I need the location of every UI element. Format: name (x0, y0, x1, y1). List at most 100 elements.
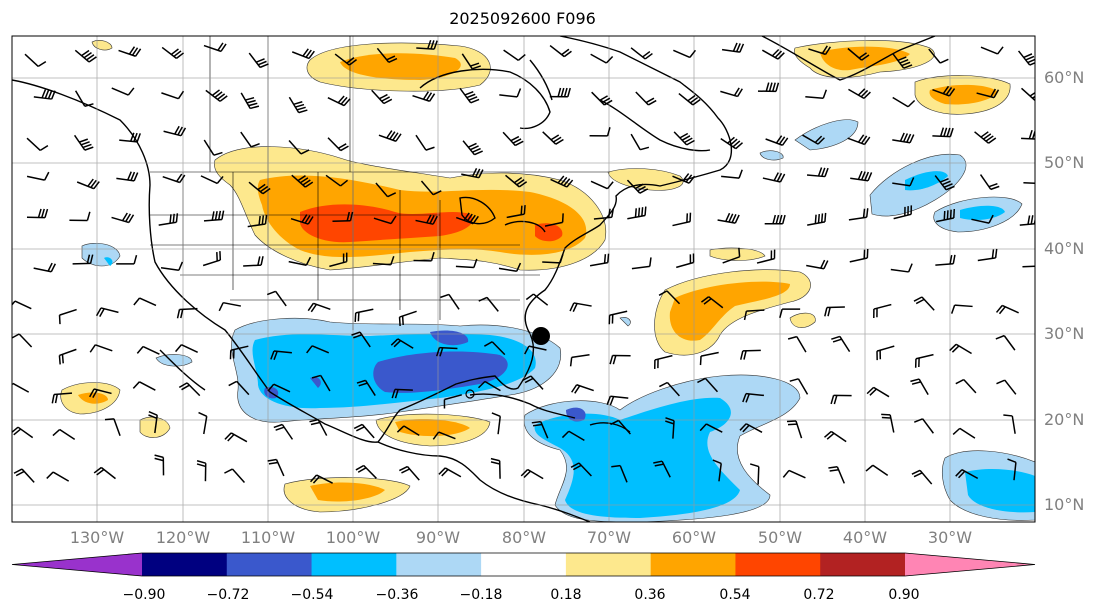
wind-barb (224, 468, 246, 483)
wind-barb (739, 423, 763, 434)
colorbar-min-arrow (12, 553, 142, 576)
wind-barb (376, 47, 398, 63)
wind-barb (848, 208, 869, 221)
wind-barb (116, 254, 138, 265)
wind-barb (609, 354, 631, 365)
wind-barb (1021, 87, 1035, 101)
wind-barb (310, 474, 333, 484)
small-circle-marker (465, 389, 475, 399)
wind-barb (58, 308, 77, 325)
wind-barb (118, 46, 142, 57)
wind-barb (823, 430, 847, 443)
wind-barb (477, 380, 501, 392)
wind-barb (779, 308, 801, 319)
colorbar-tick-label: −0.72 (206, 587, 250, 603)
wind-barb (591, 91, 613, 106)
wind-barb (1023, 181, 1035, 184)
wind-barb (478, 296, 499, 312)
wind-barb (789, 378, 809, 395)
wind-barb (848, 88, 871, 100)
wind-barb (46, 471, 70, 482)
wind-barb (676, 253, 695, 269)
wind-barb (505, 174, 528, 188)
wind-barb (786, 420, 803, 439)
colorbar-max-arrow (905, 553, 1035, 576)
wind-barb (949, 343, 972, 355)
wind-barb (627, 206, 647, 220)
wind-barb (490, 457, 501, 479)
colorbar-tick-label: 0.36 (634, 587, 666, 603)
wind-barb (549, 44, 572, 58)
wind-barb (161, 90, 185, 100)
colorbar-tick-label: −0.36 (375, 587, 419, 603)
wind-barb (761, 48, 785, 60)
wind-barb (542, 254, 564, 264)
wind-barb (461, 53, 482, 70)
gridlines (12, 36, 1035, 522)
wind-barb (288, 256, 312, 266)
wind-barb (440, 293, 460, 310)
wind-barb (33, 262, 56, 273)
wind-barb (892, 53, 913, 69)
wind-barb (626, 179, 649, 194)
wind-barb (174, 344, 198, 354)
lat-label-40n: 40°N (1044, 239, 1085, 258)
map-frame (11, 35, 1036, 523)
wind-barb (290, 214, 314, 225)
wind-barb (700, 296, 724, 309)
wind-barb (334, 53, 357, 66)
colorbar-segment (226, 553, 313, 576)
wind-barb (247, 214, 268, 228)
wind-barb (436, 346, 458, 357)
wind-barb (26, 171, 50, 181)
wind-barb (73, 134, 94, 151)
wind-barb (531, 420, 549, 439)
wind-barb (291, 48, 315, 60)
wind-barb (910, 378, 929, 395)
wind-barb (200, 175, 224, 185)
wind-barb (224, 432, 248, 443)
colorbar (11, 552, 1036, 577)
wind-barb (353, 423, 375, 439)
wind-barb (610, 419, 631, 435)
wind-barb (178, 382, 201, 397)
wind-barb (717, 212, 740, 224)
wind-barb (893, 205, 913, 220)
wind-barb (665, 417, 675, 439)
wind-barb (432, 431, 456, 440)
wind-barb (720, 136, 743, 150)
colorbar-tick-label: −0.18 (459, 587, 503, 603)
wind-barb (890, 263, 913, 273)
wind-barb (932, 85, 956, 97)
wind-barb (697, 377, 719, 393)
wind-barb (162, 173, 186, 184)
wind-barb (892, 96, 916, 108)
wind-barb (722, 247, 741, 264)
wind-barb (911, 469, 933, 485)
wind-barb (158, 213, 179, 226)
wind-barb (806, 167, 829, 178)
wind-barb (672, 173, 696, 184)
wind-barb (459, 87, 480, 104)
wind-barb (355, 464, 377, 479)
lat-label-20n: 20°N (1044, 410, 1085, 429)
wind-barb (699, 351, 719, 366)
wind-barb (561, 430, 585, 442)
wind-barb (974, 131, 997, 144)
lat-label-60n: 60°N (1044, 68, 1085, 87)
wind-barb (881, 413, 895, 433)
wind-barb (443, 394, 462, 409)
wind-barb (873, 303, 892, 319)
wind-barb (950, 304, 973, 314)
wind-barb (229, 345, 249, 360)
wind-barb (462, 140, 483, 156)
wind-barb (831, 335, 851, 353)
wind-barb (979, 174, 1000, 191)
wind-barb (378, 130, 402, 142)
wind-barb (847, 134, 871, 146)
lat-label-30n: 30°N (1044, 324, 1085, 343)
wind-barb (93, 466, 116, 480)
wind-barb (74, 49, 97, 63)
wind-barb (12, 333, 33, 348)
wind-barb (307, 302, 331, 313)
